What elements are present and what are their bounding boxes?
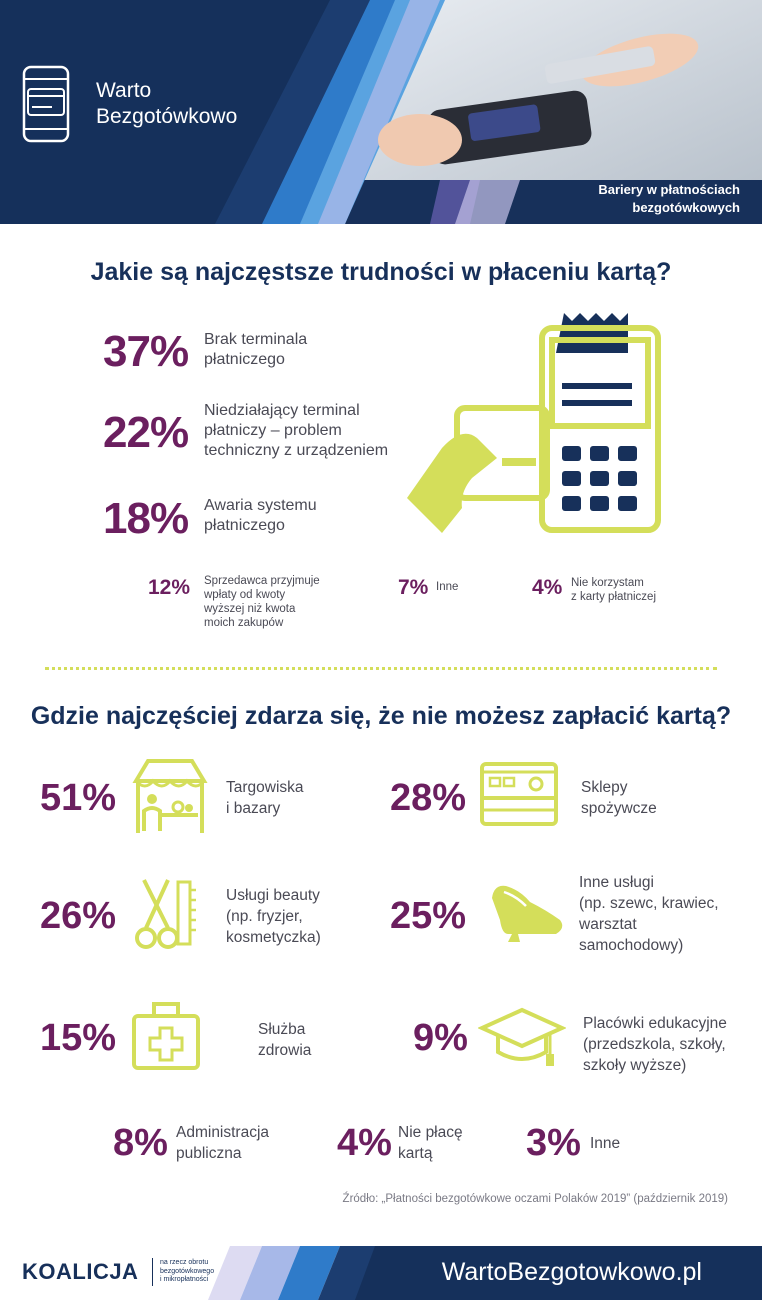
scissors-comb-icon [135,879,196,949]
label-health: Służba zdrowia [258,1021,312,1059]
label-other-1: Inne [436,581,459,593]
header-banner: Warto Bezgotówkowo Bariery w płatnościac… [0,0,762,224]
koalicja-logo: KOALICJA [22,1259,139,1284]
label-beauty: Usługi beauty (np. fryzjer, kosmetyczka) [226,887,321,946]
pct-no-card: 4% [532,576,563,599]
pct-broken-terminal: 22% [103,408,189,457]
pct-no-terminal: 37% [103,327,189,376]
label-other-services: Inne usługi (np. szewc, krawiec, warsztat s… [579,874,719,954]
label-minimum-amount: Sprzedawca przyjmuje wpłaty od kwoty wyższ… [204,575,320,629]
label-no-card-payment: Nie płacę kartą [398,1124,463,1162]
pct-markets: 51% [40,777,117,819]
topic-line1: Bariery w płatnościach [598,182,740,197]
brand-line2: Bezgotówkowo [96,105,238,128]
pct-minimum-amount: 12% [148,576,191,599]
pct-beauty: 26% [40,895,117,937]
shoe-icon [492,885,563,942]
label-administration: Administracja publiczna [176,1124,270,1162]
pct-education: 9% [413,1017,468,1059]
pct-system-failure: 18% [103,494,189,543]
market-stall-icon [132,759,208,833]
question-1: Jakie są najczęstsze trudności w płaceni… [90,258,672,286]
payment-terminal-icon [407,313,661,533]
pct-health: 15% [40,1017,117,1059]
label-system-failure: Awaria systemu płatniczego [204,497,317,534]
pct-other-2: 3% [526,1122,581,1164]
source-note: Źródło: „Płatności bezgotówkowe oczami P… [342,1193,728,1205]
label-no-terminal: Brak terminala płatniczego [204,331,308,368]
pct-no-card-payment: 4% [337,1122,392,1164]
graduation-cap-icon [478,1007,566,1066]
question-2: Gdzie najczęściej zdarza się, że nie moż… [30,702,732,730]
pct-administration: 8% [113,1122,168,1164]
header-graphic [215,0,762,224]
koalicja-subtitle: na rzecz obrotu bezgotówkowego i mikropłat… [160,1259,215,1283]
grocery-store-icon [480,762,558,826]
pct-other-1: 7% [398,576,429,599]
first-aid-kit-icon [132,1002,200,1070]
pct-other-services: 25% [390,895,467,937]
footer-graphic [208,1246,762,1300]
topic-line2: bezgotówkowych [632,200,740,215]
label-markets: Targowiska i bazary [226,779,304,817]
topic-title: Bariery w płatnościach bezgotówkowych [598,181,740,217]
website-link[interactable]: WartoBezgotowkowo.pl [441,1258,702,1286]
label-no-card: Nie korzystam z karty płatniczej [571,577,657,603]
dotted-divider [45,667,717,670]
label-education: Placówki edukacyjne (przedszkola, szkoły,… [583,1015,727,1074]
label-broken-terminal: Niedziałający terminal płatniczy – proble… [204,402,389,459]
logo-divider [152,1258,153,1286]
brand-name: Warto Bezgotówkowo [96,78,237,130]
card-phone-icon [22,65,70,143]
label-grocery: Sklepy spożywcze [581,779,657,817]
label-other-2: Inne [590,1135,621,1152]
pct-grocery: 28% [390,777,467,819]
brand-line1: Warto [96,79,152,102]
